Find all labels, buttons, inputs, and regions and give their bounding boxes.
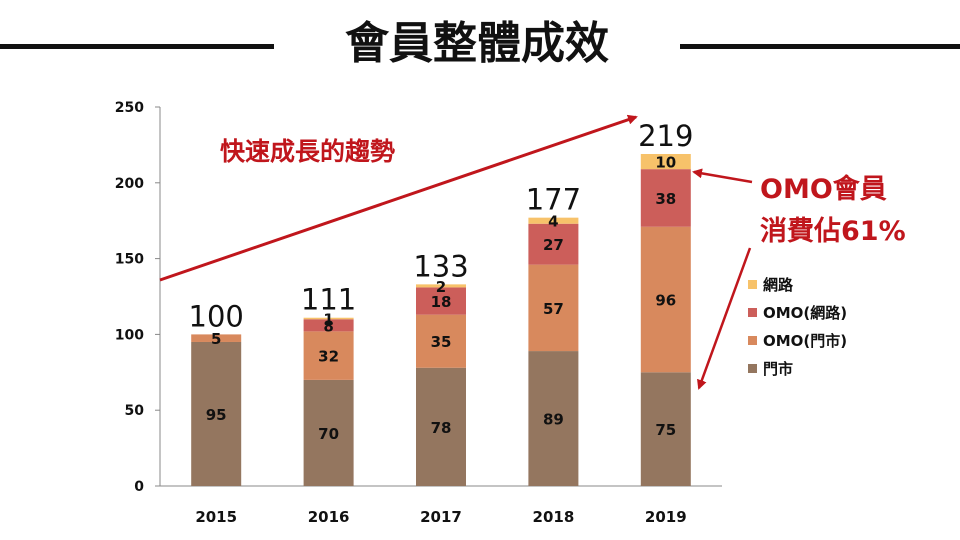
bar-segment	[416, 284, 466, 288]
omo-arrow-up	[692, 168, 753, 184]
legend-swatch	[748, 279, 757, 289]
segment-value-label: 95	[206, 406, 227, 424]
segment-value-label: 1	[323, 310, 333, 328]
bar-total-label: 100	[189, 299, 244, 333]
bar-segment	[640, 372, 691, 486]
bar-total-label: 177	[526, 183, 581, 217]
segment-value-label: 96	[655, 292, 676, 310]
x-tick-label: 2017	[420, 508, 462, 526]
segment-value-label: 18	[431, 293, 452, 311]
bar-segment	[640, 226, 691, 373]
trend-annotation: 快速成長的趨勢	[220, 137, 395, 166]
bar-segment	[303, 379, 354, 486]
legend-swatch	[748, 307, 757, 317]
bar-total-label: 219	[638, 119, 693, 153]
page-title: 會員整體成效	[345, 18, 609, 69]
legend-item: OMO(門市)	[748, 326, 847, 354]
segment-value-label: 70	[318, 425, 339, 443]
legend-item: OMO(網路)	[748, 298, 847, 326]
trend-arrow	[159, 114, 638, 282]
bar-segment	[528, 351, 579, 486]
legend-label: OMO(門市)	[763, 331, 848, 350]
x-tick-label: 2015	[195, 508, 237, 526]
bar-segment	[303, 331, 354, 380]
legend-item: 門市	[748, 354, 847, 382]
omo-annotation-line2: 消費佔61%	[760, 216, 906, 247]
segment-value-label: 2	[436, 278, 446, 296]
legend-label: OMO(網路)	[763, 303, 848, 322]
legend-swatch	[748, 363, 757, 373]
bar-segment	[416, 367, 466, 486]
bar-segment	[528, 223, 579, 265]
bar-total-label: 133	[413, 249, 468, 283]
bar-segment	[528, 264, 579, 352]
x-tick-label: 2019	[645, 508, 687, 526]
segment-value-label: 57	[543, 300, 564, 318]
legend-item: 網路	[748, 270, 847, 298]
bar-segment	[191, 334, 242, 342]
segment-value-label: 32	[318, 348, 339, 366]
segment-value-label: 5	[211, 330, 221, 348]
bar-total-label: 111	[301, 283, 356, 317]
legend-swatch	[748, 335, 757, 345]
legend-label: 門市	[763, 359, 794, 378]
y-tick-label: 0	[134, 479, 144, 495]
bar-segment	[416, 287, 466, 315]
bar-segment	[640, 169, 691, 227]
bar-segment	[640, 153, 691, 170]
segment-value-label: 27	[543, 236, 564, 254]
y-tick-label: 200	[115, 176, 144, 192]
omo-annotation-line1: OMO會員	[760, 173, 887, 205]
legend-label: 網路	[763, 275, 794, 294]
x-tick-label: 2016	[308, 508, 350, 526]
segment-value-label: 78	[431, 419, 452, 437]
segment-value-label: 38	[655, 190, 676, 208]
segment-value-label: 4	[548, 213, 558, 231]
bar-segment	[303, 319, 354, 332]
segment-value-label: 75	[655, 421, 676, 439]
bar-segment	[416, 314, 466, 368]
segment-value-label: 8	[323, 317, 333, 335]
segment-value-label: 35	[431, 333, 452, 351]
x-tick-label: 2018	[533, 508, 575, 526]
segment-value-label: 10	[655, 154, 676, 172]
y-tick-label: 100	[115, 327, 144, 343]
chart-legend: 網路 OMO(網路) OMO(門市) 門市	[748, 270, 847, 382]
title-rule-right	[680, 44, 960, 49]
segment-value-label: 89	[543, 411, 564, 429]
bar-segment	[528, 217, 579, 224]
bar-segment	[191, 341, 242, 486]
y-tick-label: 50	[125, 403, 145, 419]
y-tick-label: 250	[115, 100, 144, 116]
omo-arrow-down	[697, 247, 752, 390]
bar-segment	[303, 317, 354, 320]
title-rule-left	[0, 44, 274, 49]
y-tick-label: 150	[115, 252, 144, 268]
